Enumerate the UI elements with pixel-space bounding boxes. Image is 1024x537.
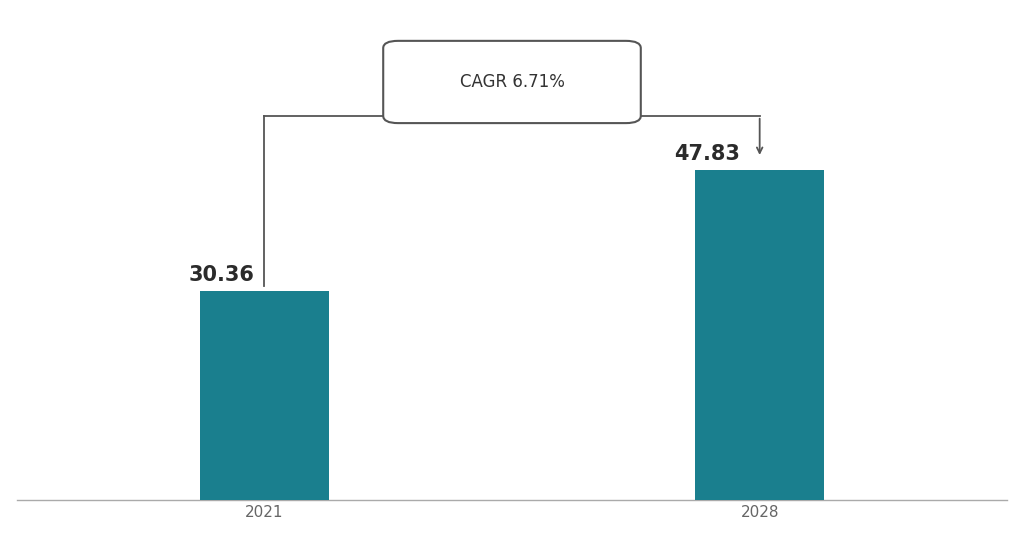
FancyBboxPatch shape — [383, 41, 641, 123]
Text: 47.83: 47.83 — [674, 144, 740, 164]
Bar — [200, 291, 329, 500]
Text: CAGR 6.71%: CAGR 6.71% — [460, 73, 564, 91]
Text: 30.36: 30.36 — [188, 265, 254, 285]
Bar — [695, 170, 824, 500]
